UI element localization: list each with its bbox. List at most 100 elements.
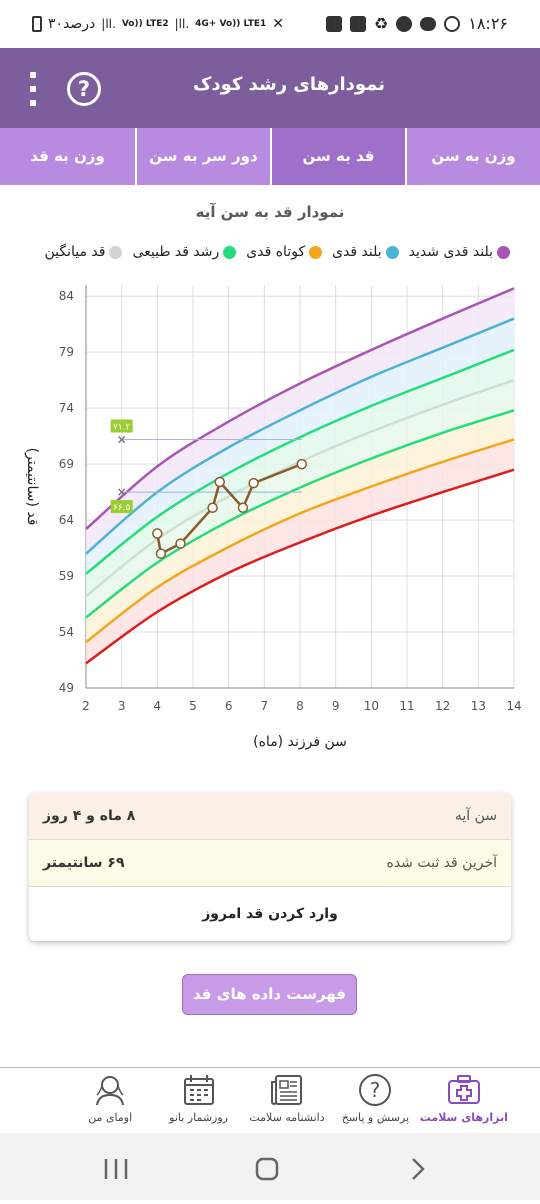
percentile-curve bbox=[85, 468, 515, 665]
y-tick-label: 69 bbox=[59, 457, 74, 471]
y-tick-label: 74 bbox=[59, 401, 74, 415]
nav-calendar[interactable]: روزشمار بانو bbox=[154, 1068, 242, 1133]
calendar-icon bbox=[183, 1075, 214, 1105]
summary-card: سن آیه ۸ ماه و ۴ روز آخرین قد ثبت شده ۶۹… bbox=[29, 793, 511, 941]
y-tick-label: 64 bbox=[59, 513, 74, 527]
percentile-curve bbox=[85, 409, 515, 619]
last-height-value: ۶۹ سانتیمتر bbox=[43, 855, 125, 871]
height-for-age-chart[interactable]: 2 3 4 5 6 7 8 9 10 11 12 13 144954596469747984×۷۱.۲×… bbox=[0, 272, 540, 762]
child-height-point bbox=[237, 502, 249, 514]
legend-item: کوتاه قدی bbox=[246, 244, 323, 260]
y-tick-label: 79 bbox=[59, 345, 74, 359]
nav-profile[interactable]: اومای من bbox=[66, 1068, 154, 1133]
legend-item: بلند قدی bbox=[332, 244, 399, 260]
bottom-navigation: ابزارهای سلامت ? پرسش و پاسخ دانشنامه سل… bbox=[0, 1067, 540, 1133]
x-tick-label: 10 bbox=[364, 699, 379, 713]
x-tick-label: 6 bbox=[225, 699, 233, 713]
x-axis-label: سن فرزند (ماه) bbox=[253, 734, 347, 750]
child-height-point bbox=[296, 458, 308, 470]
legend-item: بلند قدی شدید bbox=[409, 244, 510, 260]
signal-icon: |ll. bbox=[101, 17, 116, 31]
network-lte1: 4G+ Vo)) LTE1 bbox=[195, 18, 267, 29]
marker-x: × bbox=[117, 485, 127, 499]
tab-weight-for-height[interactable]: وزن به قد bbox=[30, 147, 105, 165]
mute-icon: ✕ bbox=[272, 16, 285, 32]
last-height-row: آخرین قد ثبت شده ۶۹ سانتیمتر bbox=[29, 840, 511, 887]
legend-item: قد میانگین bbox=[44, 244, 123, 260]
nav-label: اومای من bbox=[88, 1111, 133, 1124]
nav-questions[interactable]: ? پرسش و پاسخ bbox=[331, 1068, 419, 1133]
legend-dot bbox=[385, 245, 399, 259]
age-row: سن آیه ۸ ماه و ۴ روز bbox=[29, 793, 511, 840]
x-tick-label: 12 bbox=[435, 699, 450, 713]
tab-weight-for-age[interactable]: وزن به سن bbox=[405, 128, 540, 185]
y-tick-label: 59 bbox=[59, 569, 74, 583]
legend-dot bbox=[497, 245, 510, 259]
x-tick-label: 4 bbox=[154, 699, 162, 713]
percentile-curve bbox=[85, 287, 515, 530]
nav-label: پرسش و پاسخ bbox=[341, 1111, 410, 1124]
percentile-curve bbox=[85, 348, 515, 575]
y-axis-label: قد (سانتیمتر) bbox=[24, 448, 40, 526]
app-bar: ? نمودارهای رشد کودک bbox=[0, 48, 540, 128]
legend-item: رشد قد طبیعی bbox=[132, 244, 237, 260]
battery-icon bbox=[32, 16, 42, 32]
svg-text:?: ? bbox=[370, 1078, 381, 1102]
tab-head-circumference-for-age[interactable]: دور سر به سن bbox=[135, 128, 270, 185]
chart-title: نمودار قد به سن آیه bbox=[195, 203, 345, 221]
question-icon: ? bbox=[359, 1074, 392, 1106]
overflow-menu-icon[interactable] bbox=[28, 72, 38, 106]
back-icon[interactable] bbox=[412, 1158, 425, 1180]
nav-label: روزشمار بانو bbox=[169, 1111, 228, 1124]
height-data-list-button[interactable]: فهرست داده های قد آیه bbox=[182, 974, 357, 1042]
page-title: نمودارهای رشد کودک bbox=[192, 74, 385, 95]
y-tick-label: 84 bbox=[59, 289, 74, 303]
home-icon[interactable] bbox=[255, 1157, 279, 1181]
child-height-point bbox=[248, 477, 259, 489]
nav-encyclopedia[interactable]: دانشنامه سلامت bbox=[243, 1068, 331, 1133]
y-tick-label: 49 bbox=[59, 681, 74, 695]
recent-apps-icon[interactable] bbox=[104, 1159, 128, 1179]
marker-label: ۶۶.۵ bbox=[113, 503, 131, 513]
x-tick-label: 9 bbox=[332, 699, 340, 713]
enter-today-height-button[interactable]: وارد کردن قد امروز bbox=[29, 887, 511, 941]
chart-band bbox=[86, 318, 514, 574]
x-tick-label: 11 bbox=[399, 699, 414, 713]
system-nav-icons bbox=[104, 1157, 425, 1181]
first-aid-kit-icon bbox=[447, 1075, 480, 1104]
x-tick-label: 8 bbox=[296, 699, 304, 713]
child-height-point bbox=[207, 502, 218, 514]
marker-x: × bbox=[117, 432, 127, 446]
x-tick-label: 13 bbox=[471, 699, 486, 713]
y-tick-label: 54 bbox=[59, 625, 74, 639]
battery-text: ۳۰درصد bbox=[48, 16, 96, 32]
check-icon bbox=[349, 15, 366, 32]
chart-tabs: وزن به قد دور سر به سن قد به سن وزن به س… bbox=[0, 128, 540, 185]
chart-band bbox=[86, 380, 514, 618]
legend-dot bbox=[109, 245, 123, 259]
age-label: سن آیه bbox=[454, 808, 497, 824]
child-height-point bbox=[214, 476, 225, 488]
newspaper-icon bbox=[270, 1075, 302, 1105]
legend-label: کوتاه قدی bbox=[246, 244, 306, 260]
legend-label: رشد قد طبیعی bbox=[132, 244, 220, 260]
legend-label: بلند قدی bbox=[332, 244, 382, 260]
nav-health-tools[interactable]: ابزارهای سلامت bbox=[420, 1068, 508, 1133]
app-e-icon bbox=[396, 15, 413, 32]
x-tick-label: 14 bbox=[506, 699, 521, 713]
help-icon[interactable]: ? bbox=[67, 72, 101, 106]
child-height-point bbox=[155, 548, 167, 559]
legend-label: بلند قدی شدید bbox=[408, 244, 493, 260]
x-tick-label: 2 bbox=[82, 699, 90, 713]
chart-band bbox=[86, 349, 514, 597]
percentile-curve bbox=[85, 438, 515, 644]
whatsapp-icon bbox=[444, 15, 461, 32]
x-tick-label: 7 bbox=[261, 699, 269, 713]
status-right: ♻ ۱۸:۲۶ bbox=[325, 14, 508, 33]
tab-height-for-age[interactable]: قد به سن bbox=[270, 128, 405, 185]
nav-label: دانشنامه سلامت bbox=[249, 1111, 325, 1124]
legend-label: قد میانگین bbox=[44, 244, 106, 260]
legend-dot bbox=[223, 245, 237, 259]
chart-band bbox=[86, 410, 514, 643]
chat-icon bbox=[420, 16, 437, 31]
